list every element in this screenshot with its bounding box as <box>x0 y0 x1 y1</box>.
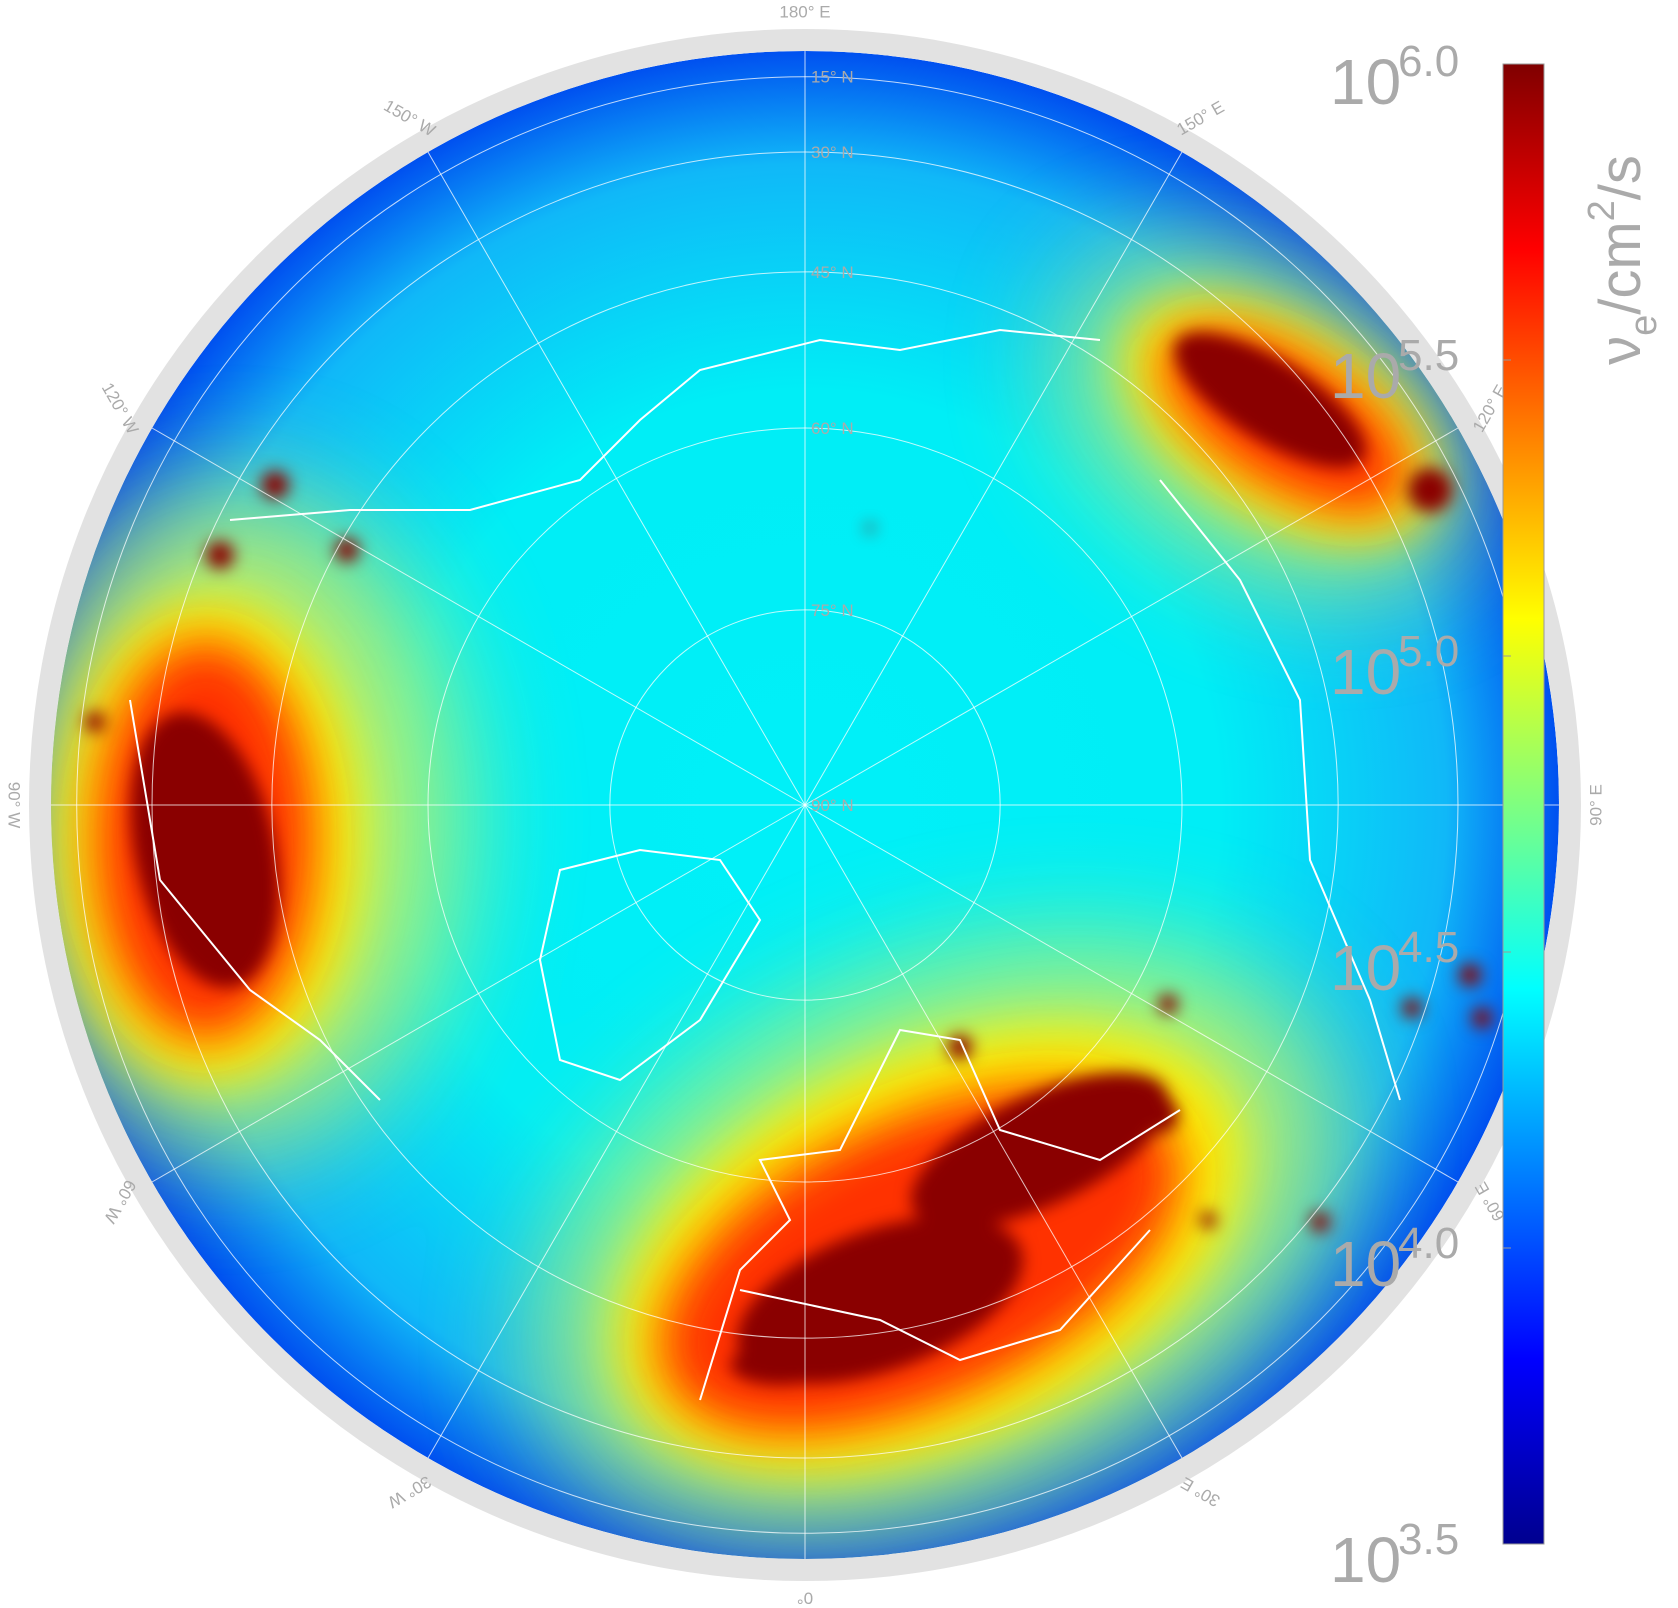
longitude-label: 30° W <box>385 1472 435 1512</box>
colorbar-exponent: 5.0 <box>1398 627 1459 676</box>
latitude-label: 90° N <box>811 796 854 815</box>
colorbar <box>1502 63 1545 1545</box>
colorbar-base: 10 <box>1330 340 1401 412</box>
latitude-label: 60° N <box>811 419 854 438</box>
latitude-label: 75° N <box>811 601 854 620</box>
colorbar-label-part: /cm <box>1588 221 1653 314</box>
colorbar-base: 10 <box>1330 1524 1401 1596</box>
longitude-label: 90° E <box>1586 784 1605 826</box>
colorbar-exponent: 4.0 <box>1398 1219 1459 1268</box>
longitude-line <box>804 427 1459 806</box>
colorbar-label-part: /s <box>1588 155 1653 200</box>
longitude-line <box>804 804 1183 1459</box>
colorbar-base: 10 <box>1330 1228 1401 1300</box>
longitude-line <box>804 804 1459 1183</box>
colorbar-label-part: ν <box>1588 336 1653 365</box>
coastlines <box>129 328 1401 1401</box>
longitude-label: 180° E <box>779 2 830 21</box>
colorbar-label: νe/cm2/s <box>1581 155 1665 365</box>
colorbar-base: 10 <box>1330 46 1401 118</box>
longitude-line <box>804 151 1183 806</box>
colorbar-exponent: 3.5 <box>1398 1515 1459 1564</box>
longitude-label: 120° W <box>98 380 142 438</box>
longitude-line <box>427 151 806 806</box>
longitude-line <box>151 427 806 806</box>
latitude-label: 15° N <box>811 68 854 87</box>
colorbar-exponent: 4.5 <box>1398 923 1459 972</box>
longitude-line <box>427 804 806 1459</box>
longitude-label: 150° E <box>1174 97 1228 139</box>
latitude-label: 45° N <box>811 263 854 282</box>
colorbar-label-part: e <box>1623 315 1665 336</box>
colorbar-base: 10 <box>1330 636 1401 708</box>
colorbar-label-part: 2 <box>1581 200 1623 221</box>
longitude-label: 90° W <box>5 782 24 828</box>
colorbar-exponent: 6.0 <box>1398 37 1459 86</box>
longitude-label: 150° W <box>381 96 439 140</box>
colorbar-base: 10 <box>1330 932 1401 1004</box>
longitude-label: 30° E <box>1178 1473 1224 1510</box>
longitude-line <box>151 804 806 1183</box>
latitude-label: 30° N <box>811 143 854 162</box>
colorbar-exponent: 5.5 <box>1398 331 1459 380</box>
globe-rim <box>29 29 1581 1581</box>
longitude-label: 0° <box>797 1589 813 1608</box>
longitude-label: 60° W <box>100 1177 140 1227</box>
